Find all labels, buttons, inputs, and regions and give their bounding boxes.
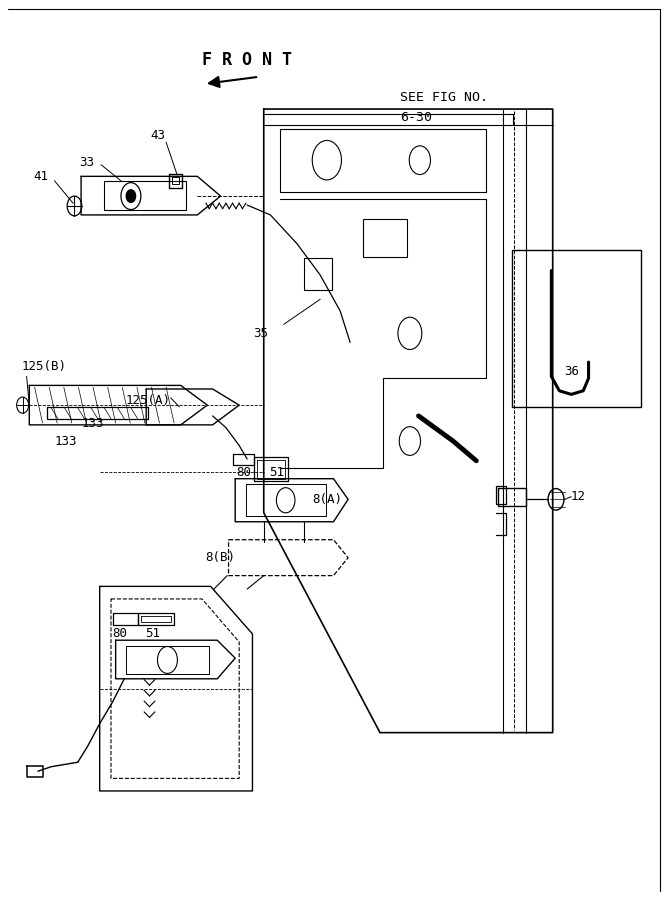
Text: 43: 43 [150,130,165,142]
Text: 51: 51 [145,627,160,641]
Text: 133: 133 [81,417,103,429]
Text: 35: 35 [253,327,268,340]
Circle shape [126,190,135,203]
Text: 133: 133 [55,435,77,447]
Text: 80: 80 [236,466,251,479]
Text: 125(A): 125(A) [125,394,170,407]
Text: 36: 36 [564,364,579,377]
Text: 8(A): 8(A) [312,493,342,506]
Text: 80: 80 [112,627,127,641]
Text: F R O N T: F R O N T [202,50,292,68]
Text: 51: 51 [269,466,285,479]
Bar [303,258,331,291]
Bar [512,250,641,407]
Text: 6-30: 6-30 [400,111,432,123]
Text: 33: 33 [79,157,94,169]
Text: 125(B): 125(B) [21,360,66,373]
Text: 41: 41 [34,170,49,183]
Text: 8(B): 8(B) [205,551,235,564]
Text: SEE FIG NO.: SEE FIG NO. [400,91,488,104]
Text: 12: 12 [570,491,586,503]
Bar [364,220,407,257]
